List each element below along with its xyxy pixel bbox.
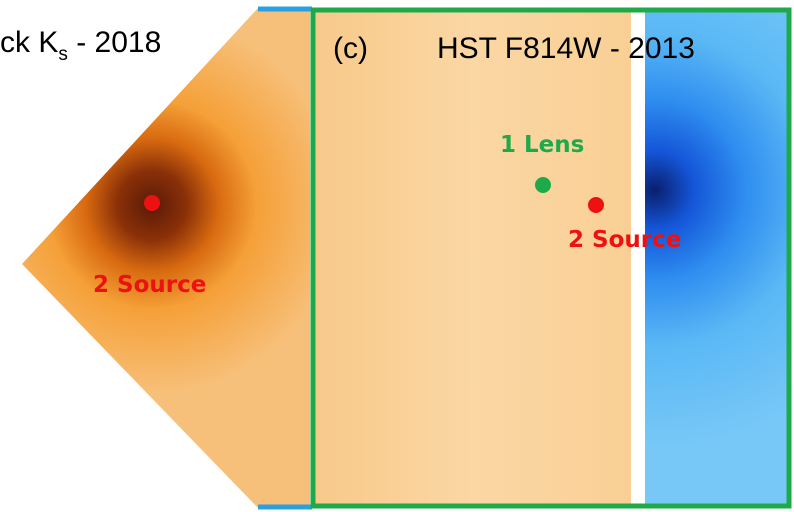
figure: ck Ks - 2018 2 Source (c) HST F814W - 20… xyxy=(0,0,794,512)
source-label: 2 Source xyxy=(93,272,206,298)
panel-title: ck Ks - 2018 xyxy=(0,26,161,65)
lens-marker xyxy=(535,177,551,193)
source-label: 2 Source xyxy=(568,227,681,253)
panel-title: HST F814W - 2013 xyxy=(437,32,695,65)
source-marker xyxy=(144,195,160,211)
hst-image xyxy=(315,11,631,505)
title-text: ck K xyxy=(0,26,58,59)
title-subscript: s xyxy=(58,44,68,65)
lens-label: 1 Lens xyxy=(500,132,584,158)
gap xyxy=(631,11,645,505)
panel-tag: (c) xyxy=(333,32,368,65)
source-marker xyxy=(588,197,604,213)
title-text: - 2018 xyxy=(68,26,161,59)
blue-image xyxy=(645,11,788,505)
ks-image xyxy=(22,8,310,508)
